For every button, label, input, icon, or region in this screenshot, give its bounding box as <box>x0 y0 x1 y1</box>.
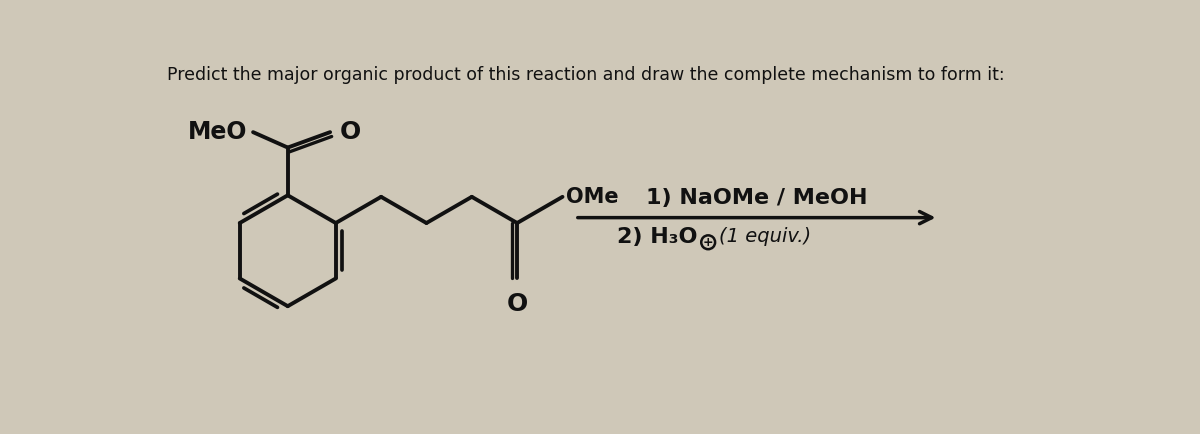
Text: Predict the major organic product of this reaction and draw the complete mechani: Predict the major organic product of thi… <box>167 66 1004 84</box>
Text: OMe: OMe <box>566 187 619 207</box>
Text: O: O <box>506 293 528 316</box>
Text: (1 equiv.): (1 equiv.) <box>719 227 811 246</box>
Text: 2) H₃O: 2) H₃O <box>617 227 698 247</box>
Text: MeO: MeO <box>187 120 247 144</box>
Text: +: + <box>703 236 714 249</box>
Text: O: O <box>340 120 360 144</box>
Text: 1) NaOMe / MeOH: 1) NaOMe / MeOH <box>646 188 868 208</box>
